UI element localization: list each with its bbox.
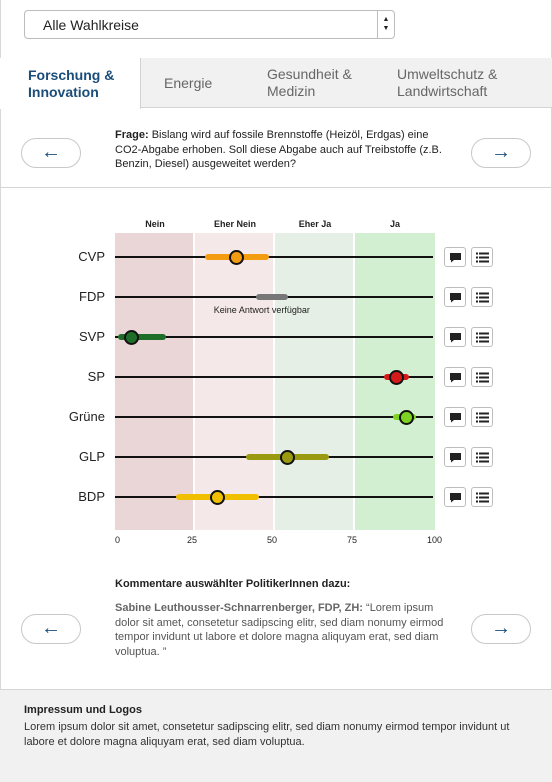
comment-icon[interactable]	[444, 487, 466, 507]
tab-forschung-innovation[interactable]: Forschung & Innovation	[0, 58, 141, 109]
prev-comment-button[interactable]: ←	[21, 614, 81, 644]
tab-energie[interactable]: Energie	[164, 74, 213, 91]
party-label: SVP	[78, 329, 105, 344]
position-dot	[280, 449, 296, 465]
comment-quote: “Lorem ipsum dolor sit amet, consetetur …	[115, 602, 444, 658]
band-2	[195, 233, 275, 530]
tab-gesundheit-medizin[interactable]: Gesundheit & Medizin	[267, 66, 352, 99]
question-prefix: Frage:	[115, 129, 149, 141]
footer-text: Lorem ipsum dolor sit amet, consetetur s…	[24, 721, 510, 748]
column-label: Nein	[145, 219, 165, 229]
party-label: Grüne	[68, 409, 105, 424]
question-text: Frage: Bislang wird auf fossile Brennsto…	[115, 128, 450, 172]
list-icon[interactable]	[471, 287, 493, 307]
column-label: Eher Ja	[298, 219, 332, 229]
wahlkreis-select-value: Alle Wahlkreise	[43, 17, 139, 33]
list-icon[interactable]	[471, 247, 493, 267]
comment-author: Sabine Leuthousser-Schnarrenberger, FDP,…	[115, 602, 363, 614]
no-answer-label: Keine Antwort verfügbar	[213, 305, 310, 315]
select-arrows-icon: ▲ ▼	[377, 11, 394, 38]
list-icon[interactable]	[471, 407, 493, 427]
comment-text: Sabine Leuthousser-Schnarrenberger, FDP,…	[115, 601, 450, 659]
x-tick-label: 50	[267, 535, 278, 545]
scale-line	[115, 496, 433, 498]
footer-title: Impressum und Logos	[24, 704, 142, 716]
next-comment-button[interactable]: →	[471, 614, 531, 644]
comment-icon[interactable]	[444, 327, 466, 347]
x-tick-label: 25	[187, 535, 198, 545]
footer	[0, 689, 552, 782]
scale-line	[115, 376, 433, 378]
scale-line	[115, 336, 433, 338]
column-label: Ja	[389, 219, 400, 229]
comments-title: Kommentare auswählter PolitikerInnen daz…	[115, 578, 351, 590]
question-area	[0, 108, 552, 188]
list-icon[interactable]	[471, 487, 493, 507]
band-3	[275, 233, 355, 530]
party-label: SP	[87, 369, 105, 384]
scale-line	[115, 416, 433, 418]
party-label: FDP	[79, 289, 105, 304]
position-dot	[229, 249, 245, 265]
band-1	[115, 233, 195, 530]
position-dot	[398, 409, 414, 425]
comment-icon[interactable]	[444, 287, 466, 307]
tab-umweltschutz-landwirtschaft[interactable]: Umweltschutz & Landwirtschaft	[397, 66, 498, 99]
comment-icon[interactable]	[444, 447, 466, 467]
x-tick-label: 0	[115, 535, 121, 545]
column-label: Eher Nein	[213, 219, 256, 229]
range-bar	[255, 294, 288, 300]
party-label: CVP	[78, 249, 105, 264]
list-icon[interactable]	[471, 447, 493, 467]
comment-icon[interactable]	[444, 247, 466, 267]
prev-question-button[interactable]: ←	[21, 138, 81, 168]
position-dot	[123, 329, 139, 345]
list-icon[interactable]	[471, 367, 493, 387]
list-icon[interactable]	[471, 327, 493, 347]
position-dot	[209, 489, 225, 505]
party-label: GLP	[78, 449, 105, 464]
x-tick-label: 75	[347, 535, 358, 545]
comment-icon[interactable]	[444, 407, 466, 427]
comment-icon[interactable]	[444, 367, 466, 387]
x-tick-label: 100	[427, 535, 443, 545]
scale-line	[115, 256, 433, 258]
question-body: Bislang wird auf fossile Brennstoffe (He…	[115, 129, 442, 170]
next-question-button[interactable]: →	[471, 138, 531, 168]
range-bar	[118, 334, 167, 340]
party-label: BDP	[78, 489, 105, 504]
position-dot	[389, 369, 405, 385]
wahlkreis-select[interactable]: Alle Wahlkreise ▲ ▼	[24, 10, 395, 39]
